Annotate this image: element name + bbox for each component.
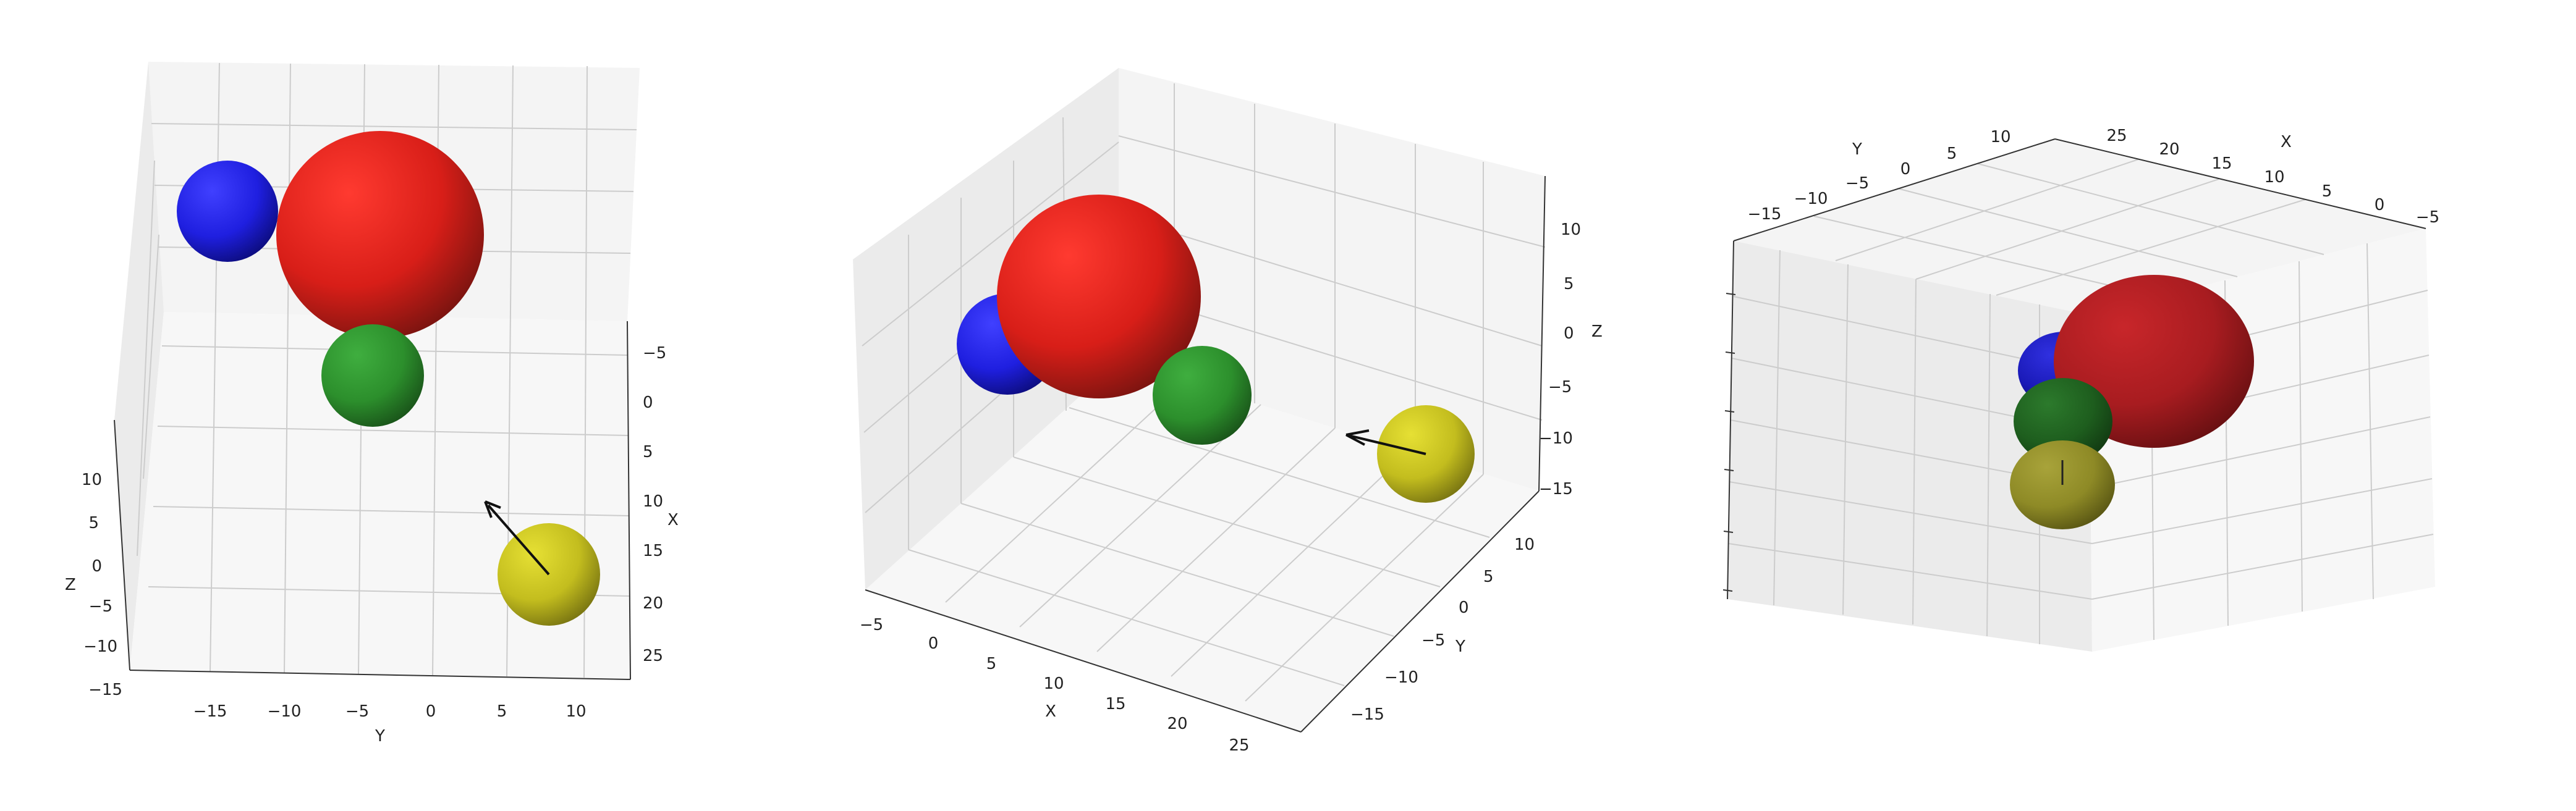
x-tick: 5 — [643, 443, 653, 461]
x-tick: 15 — [2211, 154, 2232, 173]
z-tick: 5 — [1564, 275, 1574, 293]
x-tick: 20 — [1167, 715, 1187, 733]
pane-floor — [865, 361, 1539, 732]
x-tick: 20 — [643, 594, 663, 613]
x-axis-label: X — [1045, 702, 1056, 721]
sphere-blue — [177, 161, 278, 262]
y-tick: −15 — [1350, 705, 1384, 724]
arrow — [484, 500, 550, 576]
x-tick: 25 — [1229, 736, 1249, 755]
y-tick: −10 — [1794, 190, 1828, 208]
x-tick: 0 — [928, 634, 939, 653]
z-tick: 0 — [1564, 324, 1574, 343]
y-tick: 10 — [566, 702, 586, 721]
panel-2: −5 0 5 10 15 20 25 X 10 5 0 −5 −10 −15 Y… — [853, 68, 1603, 755]
y-tick: −15 — [193, 702, 227, 721]
x-tick: −5 — [860, 616, 883, 634]
axis-z-line — [114, 419, 130, 671]
axis-y-line — [129, 670, 631, 680]
y-tick: 0 — [1459, 599, 1469, 617]
sphere-red — [276, 131, 484, 338]
pane-left — [1727, 241, 2092, 652]
y-tick: −10 — [1384, 668, 1418, 687]
sphere-green — [2014, 378, 2112, 464]
y-axis-label: Y — [1852, 140, 1862, 159]
x-tick: 5 — [2322, 182, 2332, 201]
axis-x-line — [627, 321, 631, 680]
z-ticks: 10 5 0 −5 −10 −15 — [82, 471, 122, 699]
z-tick: 10 — [1561, 221, 1581, 239]
panel-1: −5 0 5 10 15 20 25 X −15 −10 −5 0 5 10 Y… — [65, 62, 679, 746]
x-ticks: −5 0 5 10 15 20 25 — [643, 344, 666, 665]
x-tick: 15 — [643, 542, 663, 560]
y-tick: 0 — [426, 702, 436, 721]
x-tick: 10 — [2264, 168, 2284, 187]
z-tick: −5 — [89, 597, 112, 616]
z-tick: −5 — [1548, 378, 1572, 397]
y-ticks: −15 −10 −5 0 5 10 — [193, 702, 587, 721]
x-tick: 10 — [643, 492, 663, 511]
x-tick: 0 — [643, 393, 653, 412]
z-tick: 10 — [82, 471, 102, 489]
z-tick-marks — [1722, 293, 1736, 592]
y-axis-label: Y — [1455, 637, 1465, 656]
z-tick: −10 — [1539, 429, 1573, 448]
x-tick: 0 — [2375, 196, 2385, 214]
x-tick: 25 — [2106, 127, 2127, 145]
axis-z-line — [1538, 175, 1546, 492]
axis-y-line — [1300, 490, 1540, 733]
y-tick: −5 — [345, 702, 369, 721]
z-tick: 0 — [91, 557, 102, 576]
x-tick: 10 — [1043, 674, 1064, 693]
sphere-green — [321, 324, 424, 427]
y-tick: −5 — [1421, 631, 1445, 650]
x-ticks: −5 0 5 10 15 20 25 — [860, 616, 1250, 755]
x-tick: 20 — [2159, 140, 2179, 159]
axis-z-line — [1727, 240, 1734, 600]
sphere-green — [1153, 346, 1252, 445]
y-tick: 10 — [1990, 128, 2010, 146]
pane-top — [1734, 139, 2426, 315]
y-ticks: 10 5 0 −5 −10 −15 — [1350, 536, 1535, 724]
y-tick: 5 — [1483, 568, 1494, 586]
y-tick: −5 — [1845, 174, 1869, 193]
x-axis-label: X — [2281, 133, 2292, 151]
z-tick: −10 — [83, 637, 117, 656]
y-axis-label: Y — [375, 727, 385, 746]
panel-3: −15 −10 −5 0 5 10 Y 25 20 15 10 5 0 −5 X — [1722, 127, 2439, 652]
y-tick: −15 — [1748, 205, 1782, 224]
z-axis-label: Z — [1591, 322, 1603, 341]
x-ticks: 25 20 15 10 5 0 −5 — [2106, 127, 2439, 227]
z-axis-label: Z — [65, 576, 76, 594]
y-tick: −10 — [268, 702, 302, 721]
x-tick: −5 — [2416, 208, 2439, 227]
x-axis-label: X — [667, 511, 679, 529]
axis-x-line — [865, 589, 1302, 733]
x-tick: 5 — [986, 655, 997, 673]
y-tick: 5 — [497, 702, 507, 721]
sphere-red — [997, 195, 1201, 398]
axis-x-line — [2054, 138, 2426, 229]
y-tick: 5 — [1947, 145, 1957, 163]
z-ticks: 10 5 0 −5 −10 −15 — [1539, 221, 1581, 498]
z-tick: −15 — [88, 681, 122, 699]
arrow — [1345, 429, 1426, 455]
x-tick: −5 — [643, 344, 666, 363]
y-tick: 0 — [1900, 160, 1911, 179]
axis-y-line — [1733, 138, 2056, 242]
z-tick: 5 — [88, 514, 99, 532]
pane-left — [114, 62, 164, 670]
x-tick: 15 — [1105, 695, 1125, 713]
y-tick: 10 — [1514, 536, 1535, 554]
z-tick: −15 — [1539, 480, 1573, 498]
y-ticks: −15 −10 −5 0 5 10 — [1748, 128, 2011, 224]
x-tick: 25 — [643, 647, 663, 665]
